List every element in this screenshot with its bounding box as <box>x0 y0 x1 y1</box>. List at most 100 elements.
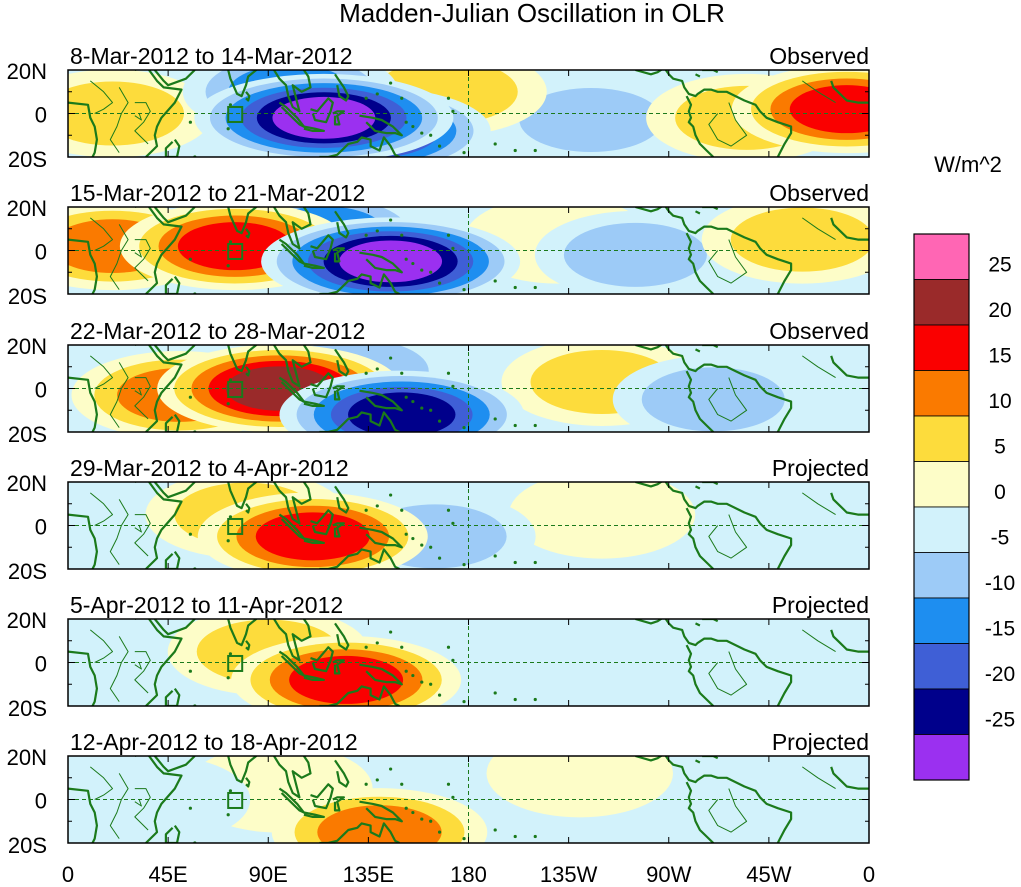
island <box>420 817 424 821</box>
y-tick-label: 0 <box>35 652 47 677</box>
panel-period-label: 8-Mar-2012 to 14-Mar-2012 <box>70 43 353 69</box>
y-tick-label: 20S <box>8 422 47 447</box>
coastline <box>164 138 181 157</box>
anomaly-contour <box>563 222 707 287</box>
island <box>429 408 433 412</box>
island <box>411 261 415 266</box>
panel-period-label: 29-Mar-2012 to 4-Apr-2012 <box>70 455 349 481</box>
coastline <box>359 114 403 137</box>
panel-period-label: 15-Mar-2012 to 21-Mar-2012 <box>70 180 365 206</box>
country-border <box>134 250 142 258</box>
coastline <box>134 345 183 432</box>
panel-4: 20N 0 20S 29-Mar-2012 to 4-Apr-2012 Projecte… <box>7 455 870 584</box>
island <box>228 515 233 519</box>
coastline <box>334 622 350 651</box>
coastline <box>153 70 196 87</box>
coastline <box>134 207 183 294</box>
coastline <box>310 372 334 399</box>
colorbar-swatch <box>913 415 970 462</box>
island <box>364 371 368 375</box>
coastline <box>359 800 403 823</box>
reference-box <box>227 791 244 809</box>
island <box>493 691 497 695</box>
colorbar-swatch <box>913 688 970 735</box>
coastline <box>164 550 181 569</box>
island <box>404 257 408 261</box>
island <box>533 148 537 153</box>
panel-5: 20N 0 20S 5-Apr-2012 to 11-Apr-2012 Projecte… <box>7 592 870 721</box>
island <box>389 767 393 771</box>
coastline <box>319 822 400 843</box>
y-tick-label: 20S <box>8 147 47 172</box>
country-border <box>109 773 129 839</box>
island <box>188 669 192 673</box>
coastline <box>695 348 701 353</box>
island <box>389 356 393 360</box>
island <box>400 782 404 786</box>
island <box>451 109 455 113</box>
coastline <box>359 663 403 686</box>
coastline <box>635 70 793 157</box>
colorbar-tick-label: -25 <box>985 709 1015 732</box>
country-border <box>802 217 836 241</box>
island <box>400 96 404 100</box>
coastline <box>830 492 869 516</box>
panel-period-label: 22-Mar-2012 to 28-Mar-2012 <box>70 318 365 344</box>
country-border <box>89 766 113 800</box>
anomaly-contour <box>789 85 869 134</box>
island <box>400 371 404 375</box>
coastline <box>153 345 196 362</box>
island <box>533 423 537 428</box>
country-border <box>134 525 142 533</box>
island <box>493 279 497 283</box>
coastline <box>272 619 312 662</box>
anomaly-contour <box>486 756 673 818</box>
panel-status-label: Projected <box>772 729 869 755</box>
coastline <box>272 70 312 113</box>
island <box>420 268 424 272</box>
coastline <box>334 348 350 377</box>
country-border <box>109 499 129 565</box>
island <box>429 682 433 686</box>
y-tick-label: 20S <box>8 559 47 584</box>
x-axis: 0 45E 90E 135E 180 135W 90W 45W 0 <box>62 862 875 887</box>
island <box>375 92 379 96</box>
reference-box <box>227 654 244 672</box>
coastline <box>332 385 345 401</box>
coastline <box>153 482 196 499</box>
panels-group: 20N 0 20S 8-Mar-2012 to 14-Mar-2012 Observed… <box>7 43 870 858</box>
island <box>389 630 393 634</box>
coastline <box>310 509 334 536</box>
coastline <box>134 70 183 157</box>
coastline <box>635 207 793 294</box>
colorbar-tick-label: 0 <box>994 481 1006 504</box>
island <box>493 417 497 421</box>
coastline <box>685 370 715 432</box>
island <box>228 103 233 107</box>
island <box>437 281 442 285</box>
country-border <box>134 388 142 396</box>
country-border <box>802 80 836 104</box>
coastline <box>245 366 251 377</box>
coastline <box>245 503 251 514</box>
island <box>226 127 230 131</box>
island <box>411 673 415 678</box>
anomaly-contour <box>519 88 663 153</box>
coastline <box>830 355 869 379</box>
coastline <box>830 629 869 653</box>
island <box>446 371 451 375</box>
island <box>437 144 442 148</box>
colorbar-frame <box>913 233 970 781</box>
island <box>437 419 442 423</box>
x-tick-label: 180 <box>450 862 487 887</box>
country-border <box>89 492 113 526</box>
coastline <box>695 759 701 764</box>
coastline <box>226 345 258 373</box>
country-border <box>109 224 129 290</box>
coastline <box>334 759 350 788</box>
colorbar-swatch <box>913 370 970 417</box>
anomaly-contour <box>641 367 785 432</box>
anomaly-contour <box>508 482 696 559</box>
island <box>420 406 424 410</box>
anomaly-contour <box>486 622 673 706</box>
